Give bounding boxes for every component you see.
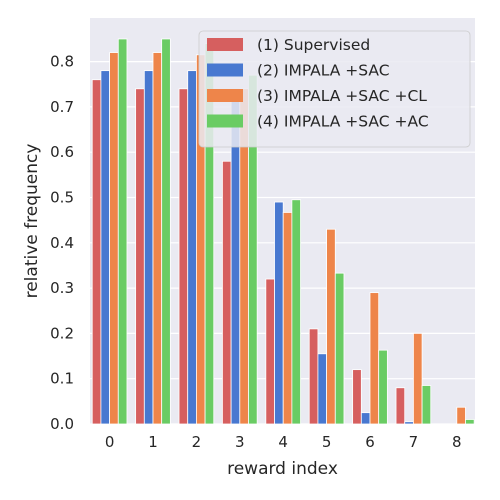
bar-4-1 <box>161 38 171 425</box>
legend-label: (4) IMPALA +SAC +AC <box>257 113 429 131</box>
x-tick-label: 6 <box>365 433 375 451</box>
bar-1-2 <box>178 88 189 425</box>
bar-3-7 <box>412 332 423 425</box>
x-tick-label: 3 <box>235 433 245 451</box>
y-tick-label: 0.1 <box>50 370 74 388</box>
x-tick-label: 5 <box>322 433 332 451</box>
x-tick-label: 4 <box>278 433 288 451</box>
legend: (1) Supervised (2) IMPALA +SAC (3) IMPALA … <box>198 30 471 148</box>
bars <box>91 38 475 425</box>
bar-4-6 <box>378 349 388 425</box>
legend-swatch <box>207 114 243 128</box>
bar-1-4 <box>265 278 275 425</box>
bar-4-7 <box>421 385 432 425</box>
bar-1-7 <box>395 387 406 425</box>
bar-1-3 <box>222 160 232 425</box>
x-axis-label: reward index <box>227 459 338 479</box>
legend-box <box>198 30 471 148</box>
bar-1-6 <box>352 369 362 425</box>
y-tick-label: 0.6 <box>50 143 74 161</box>
bar-2-2 <box>187 70 197 425</box>
y-tick-labels: 0.0 0.1 0.2 0.3 0.4 0.5 0.6 0.7 0.8 <box>50 53 74 433</box>
legend-swatch <box>207 63 243 77</box>
y-tick-label: 0.2 <box>50 324 74 342</box>
bar-4-8 <box>465 419 475 425</box>
y-tick-label: 0.4 <box>50 234 74 252</box>
bar-3-8 <box>456 406 466 425</box>
bar-4-4 <box>291 199 301 425</box>
bar-2-1 <box>143 70 154 425</box>
x-tick-label: 1 <box>148 433 158 451</box>
bar-1-5 <box>308 328 319 425</box>
bar-2-5 <box>317 353 328 425</box>
y-tick-label: 0.7 <box>50 98 74 116</box>
y-tick-label: 0.8 <box>50 53 74 71</box>
legend-label: (3) IMPALA +SAC +CL <box>257 87 427 105</box>
y-tick-label: 0.3 <box>50 279 74 297</box>
bar-2-7 <box>404 421 414 425</box>
bar-1-0 <box>91 79 102 425</box>
x-tick-label: 2 <box>192 433 202 451</box>
bar-3-0 <box>109 52 119 425</box>
bar-3-1 <box>152 52 163 425</box>
bar-3-6 <box>369 292 380 425</box>
x-tick-label: 8 <box>452 433 462 451</box>
bar-2-6 <box>360 412 371 425</box>
bar-2-0 <box>100 70 110 425</box>
x-tick-label: 0 <box>105 433 115 451</box>
y-tick-label: 0.5 <box>50 189 74 207</box>
y-axis-label: relative frequency <box>22 144 42 299</box>
bar-2-4 <box>274 201 284 425</box>
bar-4-0 <box>117 38 128 425</box>
bar-3-4 <box>282 212 293 425</box>
bar-1-1 <box>135 88 145 425</box>
legend-swatch <box>207 89 243 102</box>
legend-swatch <box>207 38 243 51</box>
y-tick-label: 0.0 <box>50 415 74 433</box>
bar-3-5 <box>326 228 336 425</box>
legend-label: (2) IMPALA +SAC <box>257 62 390 80</box>
x-tick-labels: 0 1 2 3 4 5 6 7 8 <box>105 433 462 451</box>
bar-4-5 <box>334 272 345 425</box>
legend-label: (1) Supervised <box>257 36 370 54</box>
x-tick-label: 7 <box>409 433 419 451</box>
